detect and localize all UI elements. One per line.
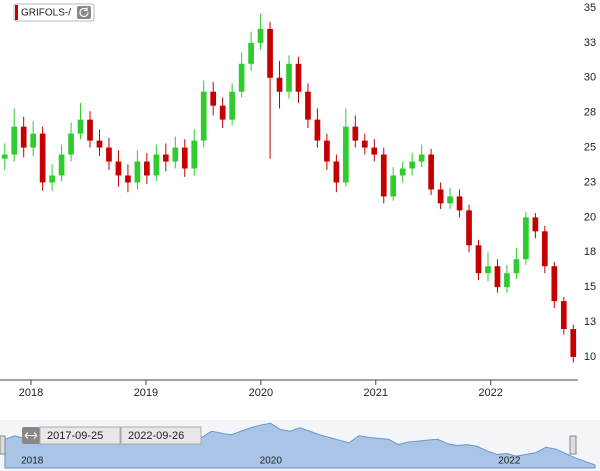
symbol-box[interactable] [13,3,95,22]
handle-icon [24,432,38,439]
x-tick-label: 2022 [478,387,502,399]
candle-body [200,91,207,141]
start-date-input[interactable] [39,426,121,445]
candle-body [125,175,131,183]
candle-body [513,259,520,274]
candle-body [494,266,501,288]
symbol-marker [15,5,18,20]
candle-body [314,119,321,141]
right-handle[interactable] [569,435,577,455]
candle-body [551,266,558,302]
y-tick-label: 10 [584,351,596,363]
candle-body [144,161,150,176]
candle-body [418,154,425,162]
candle-body [191,140,198,169]
navigator-tick-label: 2022 [498,456,521,467]
candle-body [58,154,65,176]
y-tick-label: 20 [584,211,596,223]
candle-body [210,91,217,106]
candle-body [295,63,302,92]
candle-body [115,161,122,176]
candle-body [361,140,368,148]
x-tick-label: 2019 [134,387,158,399]
candle-body [30,133,37,148]
y-tick-label: 28 [584,107,596,119]
candle-body [20,126,27,148]
candle-body [106,147,112,162]
candle-body [371,147,378,155]
candle-body [324,140,330,162]
candle-body [153,154,160,176]
candle-body [390,175,397,197]
candle-body [466,210,472,246]
candle-body [238,63,245,92]
y-tick-label: 23 [584,176,596,188]
refresh-icon [79,7,89,18]
x-tick-label: 2018 [19,387,43,399]
y-tick-label: 35 [584,2,596,14]
candle-body [399,168,406,176]
navigator-tick-label: 2018 [21,456,44,467]
y-tick-label: 15 [584,281,596,293]
candle-body [523,217,529,260]
candle-body [343,126,349,183]
candle-body [248,42,254,64]
end-date-input[interactable] [120,426,202,445]
candle-body [485,266,491,274]
candle-body [305,91,311,120]
candle-body [475,245,482,274]
y-tick-label: 33 [584,37,596,49]
candle-body [229,91,235,120]
candle-body [333,161,340,183]
end-date: 2022-09-26 [128,430,184,442]
candle-body [39,133,46,183]
candle-body [352,126,359,141]
candle-body [447,196,453,204]
x-tick-label: 2021 [364,387,388,399]
candle-body [428,154,434,190]
candle-body [219,105,226,120]
candle-body [1,154,8,159]
candle-body [570,329,577,357]
candle-body [77,119,84,134]
candle-body [437,189,444,204]
y-tick-label: 25 [584,141,596,153]
candle-body [541,231,548,267]
y-tick-label: 18 [584,246,596,258]
y-tick-label: 13 [584,316,596,328]
candle-body [68,133,74,155]
x-tick-label: 2020 [249,387,273,399]
candle-body [87,119,93,141]
candle-body [560,301,567,330]
candle-body [456,196,463,211]
symbol-label: GRIFOLS-/ [21,8,71,19]
candle-body [532,217,539,232]
y-tick-label: 30 [584,72,596,84]
candle-body [257,28,264,43]
candle-body [267,28,273,78]
candle-body [172,147,179,162]
candle-body [276,77,283,92]
candle-body [409,161,416,169]
candle-body [162,154,169,162]
navigator-tick-label: 2020 [260,456,283,467]
candle-body [96,140,103,148]
start-date: 2017-09-25 [47,430,103,442]
candle-body [11,126,18,155]
candle-body [49,175,55,183]
candle-body [380,154,387,197]
candle-body [134,161,141,183]
candle-body [286,63,292,92]
left-handle[interactable] [0,435,6,455]
candle-body [504,273,510,288]
candle-body [181,147,188,169]
